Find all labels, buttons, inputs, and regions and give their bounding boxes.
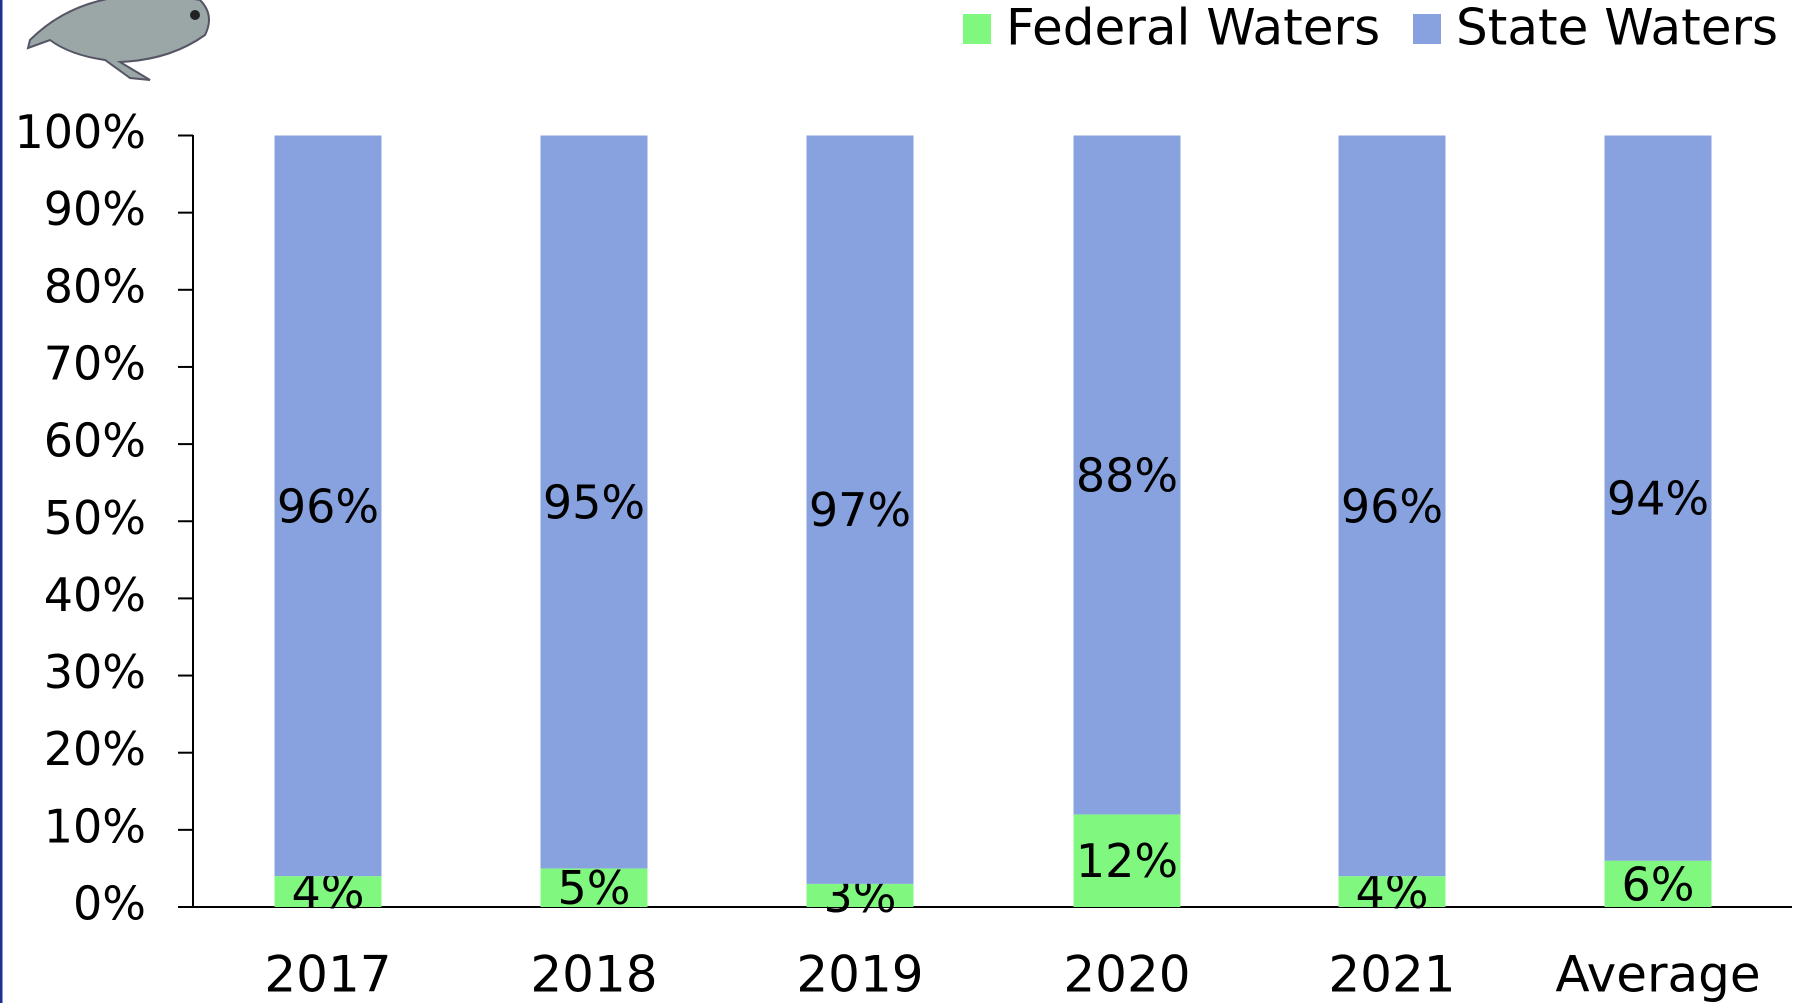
bar-segment: [1604, 860, 1712, 907]
bar-segment: [274, 876, 382, 907]
data-label: 88%: [1076, 448, 1178, 502]
y-tick-label: 80%: [44, 259, 146, 313]
x-tick-label: 2020: [1063, 946, 1190, 1003]
y-tick-label: 30%: [44, 645, 146, 699]
x-tick-label: Average: [1555, 946, 1760, 1003]
data-label: 6%: [1622, 857, 1695, 911]
data-label: 94%: [1607, 472, 1709, 526]
y-tick-label: 60%: [44, 414, 146, 468]
bar-segment: [806, 135, 914, 884]
bar-segment: [274, 135, 382, 877]
data-label: 96%: [1341, 479, 1443, 533]
bar-segment: [1338, 876, 1446, 907]
data-label: 5%: [558, 861, 631, 915]
data-label: 12%: [1076, 834, 1178, 888]
x-tick-label: 2018: [530, 946, 657, 1003]
y-tick-label: 10%: [44, 799, 146, 853]
x-tick-label: 2021: [1328, 946, 1455, 1003]
y-tick-label: 50%: [44, 491, 146, 545]
legend-swatch: [1413, 14, 1441, 44]
bar-segment: [1073, 135, 1181, 815]
data-label: 96%: [277, 479, 379, 533]
bar-segment: [540, 868, 648, 907]
bar-segment: [1338, 135, 1446, 877]
bar-segment: [806, 883, 914, 907]
y-tick-label: 40%: [44, 568, 146, 622]
legend-label: State Waters: [1456, 0, 1778, 57]
bar-segment: [1073, 814, 1181, 907]
y-tick-label: 90%: [44, 182, 146, 236]
data-label: 95%: [543, 475, 645, 529]
y-tick-label: 20%: [44, 722, 146, 776]
y-tick-label: 70%: [44, 336, 146, 390]
legend-swatch: [963, 14, 991, 44]
x-tick-label: 2017: [264, 946, 391, 1003]
legend-label: Federal Waters: [1006, 0, 1380, 57]
x-tick-label: 2019: [796, 946, 923, 1003]
bar-segment: [540, 135, 648, 869]
fish-icon: [26, 0, 210, 81]
data-label: 97%: [809, 483, 911, 537]
bar-segment: [1604, 135, 1712, 861]
y-tick-label: 0%: [73, 877, 146, 931]
y-tick-label: 100%: [14, 105, 146, 159]
